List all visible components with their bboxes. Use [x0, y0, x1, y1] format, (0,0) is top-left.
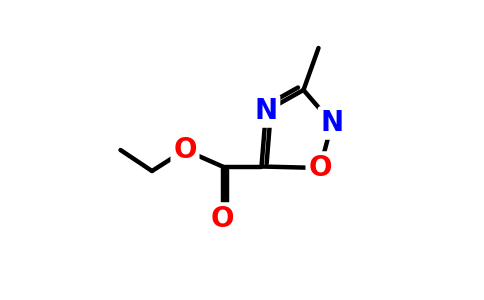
Text: N: N	[255, 97, 277, 125]
Text: O: O	[211, 205, 234, 233]
Text: O: O	[173, 136, 197, 164]
Text: N: N	[320, 109, 344, 137]
Text: O: O	[308, 154, 332, 182]
